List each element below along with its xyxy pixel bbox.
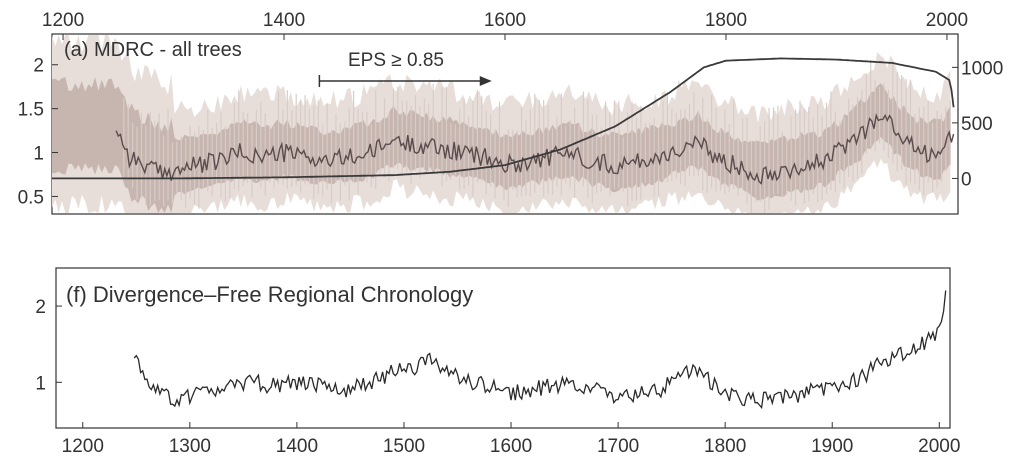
- eps-arrow-head: [479, 76, 492, 86]
- eps-annotation: EPS ≥ 0.85: [348, 50, 444, 71]
- eps-arrow: [318, 75, 492, 87]
- right-y-tick-label: 500: [961, 114, 993, 135]
- panel-a-mdrc: 1200 1400 1600 1800 2000 0.5 1 1.5 2 0 500 1000 (a)…: [18, 10, 1004, 215]
- x-tick-label: 1400: [276, 436, 318, 457]
- y-tick-label: 2: [35, 297, 46, 318]
- x-tick-label: 1500: [383, 436, 425, 457]
- series-line-mdrc-chronology: [115, 112, 955, 185]
- panel-f-lines: [133, 290, 947, 410]
- x-tick-label: 1600: [484, 10, 526, 31]
- panel-f-frame: [55, 267, 951, 429]
- x-tick-label: 1400: [263, 10, 305, 31]
- x-tick-label: 2000: [926, 10, 968, 31]
- y-tick-label: 1: [33, 144, 44, 165]
- x-tick-label: 1200: [62, 436, 104, 457]
- x-tick-label: 1800: [705, 10, 747, 31]
- panel-f-title: (f) Divergence–Free Regional Chronology: [66, 282, 473, 307]
- y-tick-label: 2: [33, 56, 44, 77]
- panel-f-axes: 1200 1300 1400 1500 1600 1700 1800 1900 2000 1 2: [35, 297, 960, 457]
- x-tick-label: 1800: [704, 436, 746, 457]
- x-tick-label: 2000: [918, 436, 960, 457]
- inner-uncertainty-band: [52, 77, 951, 213]
- panel-a-title: (a) MDRC - all trees: [64, 39, 242, 61]
- x-tick-label: 1200: [42, 10, 84, 31]
- y-tick-label: 0.5: [18, 187, 44, 208]
- x-tick-label: 1600: [490, 436, 532, 457]
- x-tick-label: 1700: [597, 436, 639, 457]
- x-tick-label: 1900: [811, 436, 853, 457]
- y-tick-label: 1: [35, 373, 46, 394]
- right-y-tick-label: 0: [961, 169, 972, 190]
- right-y-tick-label: 1000: [961, 58, 1003, 79]
- panel-f-regional: 1200 1300 1400 1500 1600 1700 1800 1900 2000 1 2 (…: [35, 267, 960, 457]
- panel-a-lines: [52, 57, 955, 185]
- series-line-sample-size: [52, 57, 955, 180]
- series-line-regional-chronology: [133, 290, 947, 410]
- y-tick-label: 1.5: [18, 100, 44, 121]
- x-tick-label: 1300: [169, 436, 211, 457]
- panel-a-axes: 1200 1400 1600 1800 2000 0.5 1 1.5 2 0 500 1000: [18, 10, 1004, 208]
